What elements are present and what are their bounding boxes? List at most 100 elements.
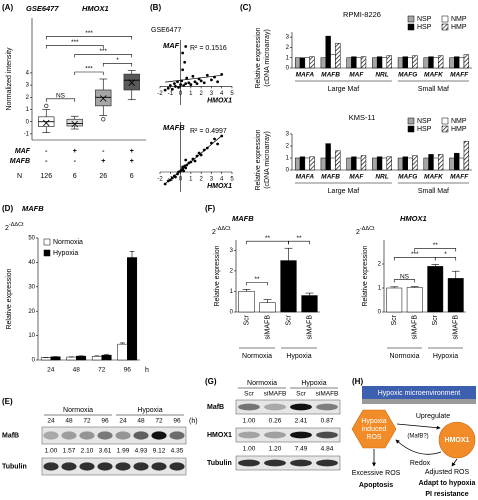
point (187, 81, 191, 85)
blot-band (264, 431, 286, 439)
legend-label: HMP (451, 126, 467, 133)
hmox1-node (438, 421, 476, 459)
bar (259, 302, 276, 313)
y-axis-label: Relative expression (214, 245, 221, 306)
x-tick-label: 1 (189, 177, 193, 183)
panel-label: (H) (352, 377, 363, 386)
x-tick-label: Scr (391, 314, 398, 325)
box (95, 89, 112, 107)
blot-row-label: Tubulin (2, 463, 27, 470)
y-tick-label: 3 (286, 35, 290, 41)
band-quant: 7.49 (295, 446, 308, 453)
x-unit: h (145, 367, 149, 374)
bar (386, 156, 392, 171)
bar (66, 356, 77, 361)
point (195, 154, 199, 158)
y-tick-label: 40 (28, 260, 35, 266)
box (66, 118, 83, 127)
significance-label: NS (400, 273, 410, 280)
point (199, 79, 203, 83)
bar (325, 143, 331, 171)
bar (346, 57, 352, 69)
x-tick-label: -1 (168, 91, 174, 97)
y-tick-label: 2 (286, 144, 290, 150)
ros-label: Hypoxia (361, 418, 386, 425)
unit-base: 2 (212, 229, 216, 236)
x-tick-label: MAFK (424, 72, 444, 79)
x-tick-label: siMAFB (264, 315, 271, 340)
point (174, 85, 177, 88)
lane-label: 48 (137, 418, 145, 425)
x-tick-label: MAFB (321, 72, 340, 79)
bar (346, 157, 352, 171)
y-tick-label: 0 (286, 66, 290, 72)
legend-swatch (407, 125, 415, 133)
band-quant: 0.87 (321, 418, 334, 425)
group-label: Small Maf (418, 86, 449, 93)
lane-label: 24 (119, 418, 127, 425)
point (177, 85, 180, 89)
significance-bracket (45, 36, 133, 40)
significance-label: ** (296, 235, 302, 242)
point (184, 45, 188, 48)
bar (412, 55, 418, 69)
point (170, 87, 174, 91)
point (193, 80, 197, 84)
x-tick-label: 24 (47, 367, 55, 374)
bar (407, 157, 413, 171)
significance-bracket (393, 279, 416, 283)
blot-band (43, 462, 59, 471)
point (182, 169, 186, 173)
chart-title: MAFB (22, 204, 44, 213)
band-quant: 9.12 (153, 448, 166, 455)
bar (423, 157, 429, 171)
point (202, 81, 206, 85)
blot-band (316, 459, 338, 467)
blot-band (151, 431, 167, 440)
unit-base: 2 (356, 229, 360, 236)
bar (463, 140, 470, 171)
bar (438, 55, 444, 69)
blot-group-label: Hypoxia (301, 380, 326, 387)
upregulate-label: Upregulate (416, 413, 450, 420)
y-tick-label: 0 (286, 168, 290, 174)
bar (360, 56, 367, 69)
point (197, 151, 201, 155)
significance-bracket (246, 282, 268, 286)
point (166, 86, 170, 90)
legend-label: NSP (417, 16, 432, 23)
hmox1-label: HMOX1 (445, 437, 470, 444)
point (181, 165, 185, 169)
blot-band (169, 431, 185, 440)
bar (372, 157, 378, 171)
unit-label: 2-ΔΔCt (212, 226, 231, 235)
legend-swatch (43, 238, 51, 246)
blot-frame (235, 427, 341, 443)
y-tick-label: 3 (230, 248, 234, 254)
legend-swatch (43, 249, 51, 257)
legend-swatch (407, 117, 415, 125)
point (205, 73, 209, 77)
group-label: Hypoxia (433, 353, 458, 360)
blot-band (264, 459, 286, 467)
point (181, 51, 185, 55)
blot-band (238, 431, 260, 439)
bar (325, 35, 331, 69)
x-tick-label: 2 (199, 177, 203, 183)
y-tick-label: 1 (286, 156, 290, 162)
bar (304, 57, 310, 69)
lane-label: 72 (155, 418, 163, 425)
legend-label: HSP (417, 126, 432, 133)
significance-label: *** (71, 39, 79, 46)
bar (294, 157, 301, 171)
y-tick-label: 20 (28, 309, 35, 315)
chart-title: MAFB (163, 123, 185, 132)
lane-label: 96 (101, 418, 109, 425)
bar (458, 57, 465, 69)
point (191, 74, 195, 78)
ros-label: ROS (366, 434, 382, 441)
unit-exponent: -ΔΔCt (360, 226, 375, 232)
significance-bracket (246, 240, 289, 245)
band-quant: 3.61 (99, 448, 112, 455)
